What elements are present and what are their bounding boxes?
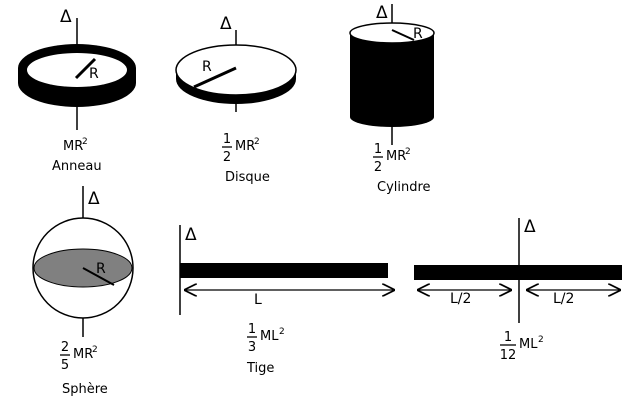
formula-exponent: 2 xyxy=(254,137,260,147)
shape-name: Anneau xyxy=(52,159,102,174)
formula-denominator: 2 xyxy=(374,160,382,175)
formula-denominator: 2 xyxy=(223,150,231,165)
rod-center-figure: Δ L/2 L/2 xyxy=(414,217,622,323)
rod-center-bar xyxy=(414,265,622,280)
shape-name: Tige xyxy=(246,361,274,376)
shape-name: Cylindre xyxy=(377,180,431,195)
rod-end-axis-symbol: Δ xyxy=(185,225,197,245)
formula-denominator: 5 xyxy=(61,358,69,373)
formula-numerator: 2 xyxy=(61,340,69,355)
rod-center-axis-symbol: Δ xyxy=(524,217,536,237)
formula-denominator: 3 xyxy=(248,340,256,355)
formula-exponent: 2 xyxy=(92,345,98,355)
formula-letters: MR xyxy=(73,347,93,362)
disk-radius xyxy=(193,66,237,89)
formula-exponent: 2 xyxy=(82,137,88,147)
cylinder-figure: Δ R xyxy=(349,3,435,145)
disk-radius-label: R xyxy=(202,59,212,75)
rod-center-left-label: L/2 xyxy=(450,291,471,307)
rod-end-figure: Δ L xyxy=(179,225,395,315)
formula-numerator: 1 xyxy=(223,132,231,147)
formula-letters: ML xyxy=(519,337,538,352)
shape-name: Sphère xyxy=(62,382,108,397)
sphere-radius xyxy=(82,267,115,286)
formula-exponent: 2 xyxy=(279,327,285,337)
sphere-figure: Δ R xyxy=(32,186,134,337)
rod-end-bar xyxy=(180,263,388,278)
sphere-axis-symbol: Δ xyxy=(88,189,100,209)
ring-figure: Δ R xyxy=(18,7,136,130)
formula-numerator: 1 xyxy=(504,330,512,345)
ring-radius xyxy=(74,57,97,80)
cylinder-radius-label: R xyxy=(413,26,423,42)
sphere-radius-label: R xyxy=(96,261,106,277)
formula-denominator: 12 xyxy=(500,348,517,363)
formula-letters: MR xyxy=(63,139,83,154)
disk-axis-symbol: Δ xyxy=(220,14,232,34)
shape-name: Disque xyxy=(225,170,270,185)
formula-numerator: 1 xyxy=(374,142,382,157)
formula-exponent: 2 xyxy=(405,147,411,157)
formula-exponent: 2 xyxy=(538,335,544,345)
captions: MR2Anneau12MR2Disque12MR2Cylindre25MR2Sp… xyxy=(52,132,544,397)
rod-end-length-label: L xyxy=(254,292,262,308)
formula-letters: ML xyxy=(260,329,279,344)
formula-letters: MR xyxy=(235,139,255,154)
formula-numerator: 1 xyxy=(248,322,256,337)
ring-axis-symbol: Δ xyxy=(60,7,72,27)
formula-letters: MR xyxy=(386,149,406,164)
ring-radius-label: R xyxy=(89,66,99,82)
disk-figure: Δ R xyxy=(175,14,297,112)
rod-center-right-label: L/2 xyxy=(553,291,574,307)
cylinder-radius xyxy=(391,29,415,41)
cylinder-axis-symbol: Δ xyxy=(376,3,388,23)
